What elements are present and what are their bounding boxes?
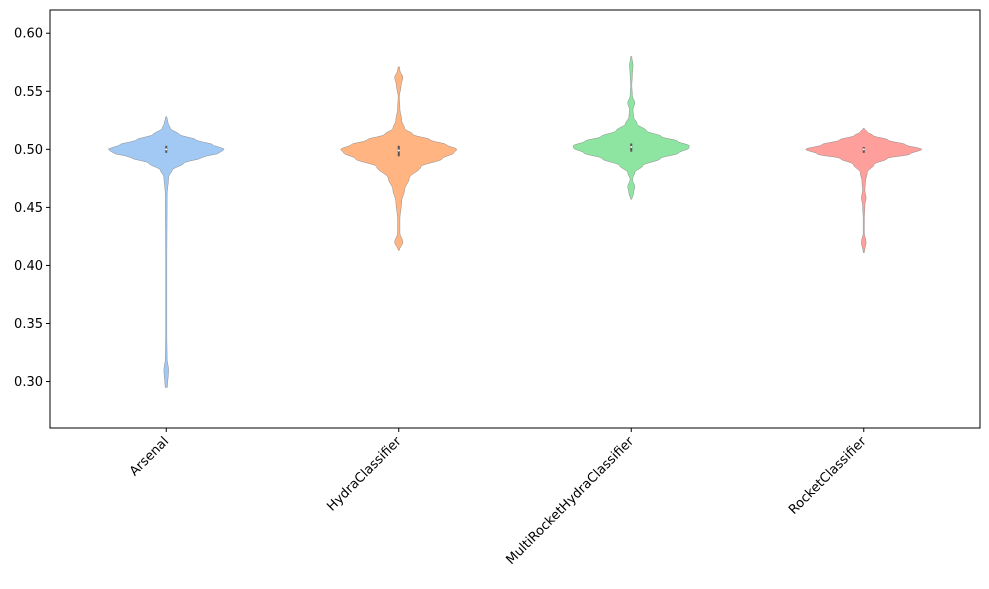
y-axis: 0.30 0.35 0.40 0.45 0.50 0.55 0.60 <box>14 27 50 390</box>
violin-hydraclassifier <box>340 66 458 251</box>
y-tick-label: 0.45 <box>14 201 43 216</box>
violins-layer <box>107 56 923 388</box>
plot-background <box>50 10 980 428</box>
x-axis: Arsenal HydraClassifier MultiRocketHydraCl… <box>127 428 870 568</box>
y-tick-label: 0.30 <box>14 375 43 390</box>
y-tick-label: 0.55 <box>14 85 43 100</box>
x-tick-label: MultiRocketHydraClassifier <box>504 434 638 568</box>
y-tick-label: 0.40 <box>14 259 43 274</box>
y-tick-label: 0.50 <box>14 143 43 158</box>
x-tick-label: HydraClassifier <box>324 434 405 515</box>
violin-multirockethydraclassifier <box>572 56 690 200</box>
violin-median-marker <box>630 146 633 149</box>
x-tick-label: RocketClassifier <box>786 434 870 518</box>
plot-frame <box>49 9 981 429</box>
violin-median-marker <box>165 148 168 151</box>
x-tick-label: Arsenal <box>127 434 172 479</box>
violin-median-marker <box>862 148 865 151</box>
y-tick-label: 0.35 <box>14 317 43 332</box>
violin-arsenal <box>107 116 225 388</box>
violin-rocketclassifier <box>805 128 923 253</box>
y-tick-label: 0.60 <box>14 27 43 42</box>
violin-median-marker <box>397 149 400 152</box>
